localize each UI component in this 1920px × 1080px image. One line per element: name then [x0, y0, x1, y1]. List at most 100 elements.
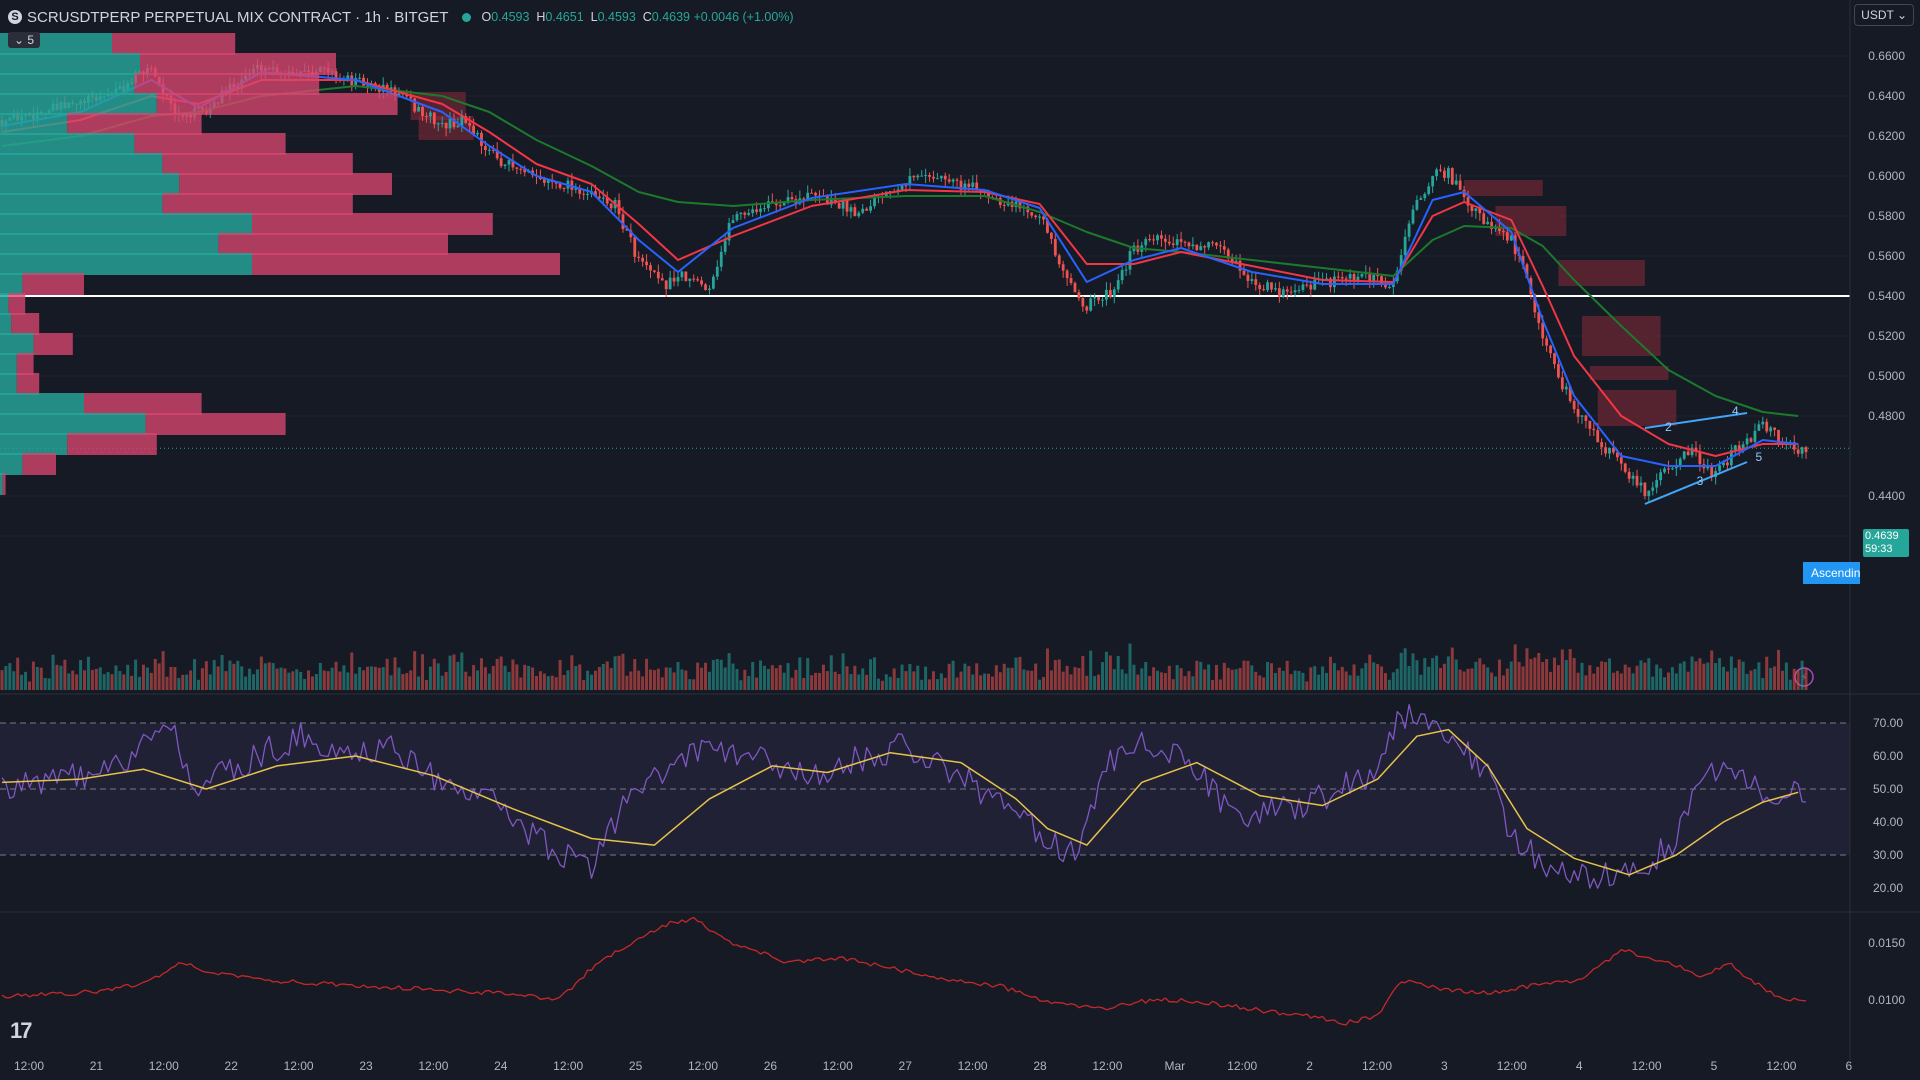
- rsi-pane[interactable]: [0, 703, 1850, 889]
- candle: [1690, 447, 1694, 456]
- volume-bar: [153, 658, 157, 690]
- candle: [1352, 274, 1356, 282]
- vp-sell-bar: [67, 113, 202, 135]
- candle: [1694, 447, 1698, 452]
- rsi-tick-label: 30.00: [1873, 848, 1903, 862]
- volume-bar: [1686, 671, 1690, 690]
- volume-bar: [1698, 658, 1702, 690]
- volume-bar: [244, 676, 248, 690]
- volume-bar: [1757, 662, 1761, 690]
- vp-sell-bar: [162, 193, 353, 215]
- volume-bar: [1674, 673, 1678, 690]
- pattern-label[interactable]: Ascending: [1803, 562, 1860, 584]
- rsi-tick-label: 40.00: [1873, 815, 1903, 829]
- volume-bar: [971, 674, 975, 690]
- price-pane[interactable]: 2 4 3 5 ⚡: [0, 0, 1920, 694]
- volume-bar: [825, 671, 829, 690]
- volume-bar: [884, 674, 888, 690]
- candle: [1069, 278, 1073, 284]
- candle: [684, 271, 688, 281]
- candle: [1619, 457, 1623, 464]
- volume-bar: [240, 666, 244, 690]
- candle: [653, 270, 656, 272]
- volume-bar: [1214, 664, 1218, 690]
- vp-sell-bar: [218, 233, 448, 255]
- atr-pane[interactable]: [1, 916, 1807, 1026]
- volume-bar: [1411, 653, 1415, 690]
- volume-bar: [1328, 656, 1332, 690]
- candle: [499, 158, 503, 166]
- candle: [515, 167, 519, 169]
- volume-bar: [676, 662, 680, 690]
- candle: [692, 278, 696, 280]
- volume-bar: [845, 666, 849, 690]
- candle: [1450, 168, 1454, 185]
- candle: [1388, 286, 1391, 288]
- volume-bar: [1462, 671, 1466, 690]
- candle: [1309, 284, 1313, 290]
- volume-bar: [1234, 669, 1238, 690]
- candle: [637, 256, 641, 258]
- volume-bar: [444, 671, 448, 690]
- volume-bar: [531, 667, 535, 690]
- wedge-point-label: 4: [1732, 404, 1739, 418]
- volume-bar: [98, 667, 102, 690]
- candle: [1277, 288, 1281, 297]
- volume-bar: [1611, 672, 1615, 690]
- candle: [1588, 420, 1592, 429]
- candle: [1792, 442, 1796, 450]
- volume-bar: [307, 670, 311, 690]
- volume-bar: [586, 670, 590, 690]
- candle: [1580, 415, 1584, 417]
- volume-bar: [1395, 668, 1399, 690]
- vp-sell-bar: [2, 473, 6, 495]
- tradingview-logo-icon[interactable]: 17: [10, 1018, 33, 1043]
- candle: [1470, 205, 1474, 211]
- volume-bar: [1069, 674, 1073, 690]
- symbol-title[interactable]: SCRUSDTPERP PERPETUAL MIX CONTRACT · 1h …: [27, 8, 449, 26]
- candle: [1722, 462, 1725, 466]
- volume-bar: [1340, 666, 1344, 690]
- candle: [460, 116, 464, 126]
- time-tick-label: 12:00: [958, 1059, 988, 1073]
- time-tick-label: 12:00: [14, 1059, 44, 1073]
- candle: [1753, 430, 1757, 442]
- candle: [1380, 276, 1383, 285]
- volume-bar: [700, 667, 704, 690]
- volume-bar: [896, 677, 900, 690]
- volume-bar: [814, 672, 818, 690]
- volume-bar: [876, 678, 880, 690]
- candle: [755, 209, 759, 212]
- volume-bar: [16, 657, 20, 690]
- volume-bar: [1454, 659, 1458, 690]
- volume-bar: [1297, 671, 1301, 690]
- time-tick-label: 12:00: [284, 1059, 314, 1073]
- volume-bar: [279, 667, 283, 690]
- volume-bar: [1211, 679, 1215, 690]
- candle: [574, 188, 578, 190]
- volume-bar: [1442, 663, 1446, 690]
- price-tick-label: 0.6000: [1868, 169, 1905, 183]
- candle: [971, 182, 975, 187]
- atr-line: [1, 916, 1807, 1026]
- volume-bar: [727, 653, 731, 690]
- volume-bar: [8, 663, 12, 690]
- vp-buy-bar: [0, 133, 135, 155]
- candle: [1093, 297, 1097, 299]
- volume-bar: [770, 665, 774, 690]
- currency-selector[interactable]: USDT ⌄: [1854, 4, 1914, 26]
- candle: [1152, 239, 1155, 241]
- volume-bar: [880, 680, 884, 690]
- volume-bar: [1517, 661, 1521, 690]
- candle: [1537, 312, 1541, 323]
- candle: [719, 251, 723, 267]
- candle: [912, 176, 916, 178]
- symbol-header[interactable]: S SCRUSDTPERP PERPETUAL MIX CONTRACT · 1…: [8, 7, 794, 27]
- volume-bar: [1387, 679, 1391, 690]
- volume-bar: [656, 668, 660, 690]
- volume-bar: [440, 675, 444, 690]
- volume-bar: [1576, 672, 1580, 690]
- volume-bar: [1159, 672, 1163, 690]
- indicators-collapse-button[interactable]: ⌄ 5: [8, 32, 41, 48]
